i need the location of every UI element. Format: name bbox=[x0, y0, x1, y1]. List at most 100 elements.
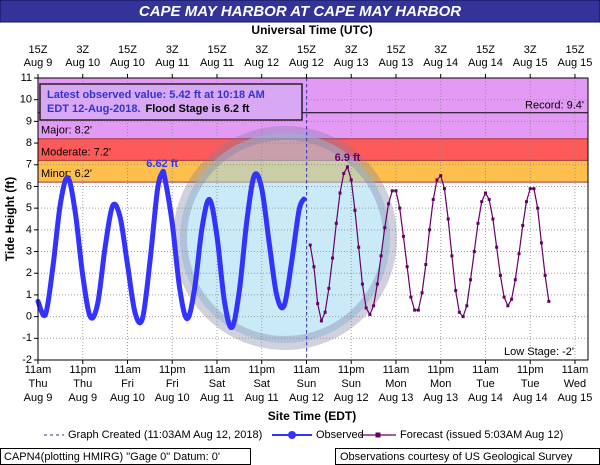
title-bar bbox=[0, 0, 600, 23]
x-tick-label: Aug 14 bbox=[468, 392, 503, 404]
forecast-point bbox=[308, 243, 312, 247]
x-tick-label: Fri bbox=[121, 378, 134, 390]
y-tick-label: 7 bbox=[26, 159, 32, 171]
record-label: Record: 9.4' bbox=[525, 100, 584, 112]
forecast-point bbox=[331, 256, 335, 260]
forecast-point bbox=[409, 295, 413, 299]
top-tick-label: 3Z bbox=[76, 44, 89, 56]
top-tick-label: 15Z bbox=[565, 44, 584, 56]
forecast-point bbox=[472, 250, 476, 254]
y-tick-label: 10 bbox=[20, 94, 32, 106]
forecast-point bbox=[439, 174, 443, 178]
forecast-point bbox=[387, 202, 391, 206]
observed-line bbox=[35, 168, 307, 330]
forecast-point bbox=[435, 178, 439, 182]
legend-forecast-point bbox=[375, 432, 381, 438]
x-tick-label: Tue bbox=[521, 378, 540, 390]
forecast-point bbox=[379, 254, 383, 258]
y-tick-label: 0 bbox=[26, 311, 32, 323]
top-tick-label: 3Z bbox=[434, 44, 447, 56]
forecast-point bbox=[480, 200, 484, 204]
x-tick-label: Fri bbox=[166, 378, 179, 390]
forecast-point bbox=[420, 291, 424, 295]
info-text: Latest observed value: 5.42 ft at 10:18 … bbox=[47, 89, 265, 101]
x-tick-label: Aug 13 bbox=[379, 392, 414, 404]
legend-label: Graph Created (11:03AM Aug 12, 2018) bbox=[68, 429, 262, 441]
forecast-point bbox=[327, 286, 331, 290]
top-tick-label: Aug 11 bbox=[200, 57, 234, 69]
forecast-point bbox=[547, 299, 551, 303]
x-tick-label: Sat bbox=[209, 378, 226, 390]
forecast-point bbox=[446, 217, 450, 221]
forecast-point bbox=[375, 282, 379, 286]
flood-label: Moderate: 7.2' bbox=[41, 146, 111, 158]
x-tick-label: Aug 9 bbox=[24, 392, 53, 404]
top-tick-label: Aug 14 bbox=[468, 57, 503, 69]
y-tick-label: 8 bbox=[26, 137, 32, 149]
forecast-point bbox=[483, 191, 487, 195]
legend-observed-dot bbox=[288, 431, 296, 439]
legend-label: Forecast (issued 5:03AM Aug 12) bbox=[400, 429, 563, 441]
top-tick-label: 15Z bbox=[297, 44, 316, 56]
forecast-point bbox=[469, 278, 473, 282]
forecast-point bbox=[349, 178, 353, 182]
x-tick-label: 11pm bbox=[338, 364, 365, 376]
x-axis-label: Site Time (EDT) bbox=[268, 409, 356, 423]
x-tick-label: Sun bbox=[297, 378, 317, 390]
forecast-point bbox=[476, 221, 480, 225]
forecast-point bbox=[510, 297, 514, 301]
forecast-point bbox=[390, 189, 394, 193]
forecast-point bbox=[383, 226, 387, 230]
top-tick-label: Aug 14 bbox=[423, 57, 458, 69]
low-stage-label: Low Stage: -2' bbox=[504, 346, 574, 358]
footer-right: Observations courtesy of US Geological S… bbox=[340, 451, 573, 463]
top-tick-label: Aug 11 bbox=[155, 57, 189, 69]
x-tick-label: Aug 9 bbox=[68, 392, 97, 404]
forecast-point bbox=[457, 310, 461, 314]
x-tick-label: 11pm bbox=[69, 364, 96, 376]
y-axis-label: Tide Height (ft) bbox=[3, 177, 17, 261]
flood-label: Major: 8.2' bbox=[41, 125, 92, 137]
x-tick-label: Aug 14 bbox=[513, 392, 548, 404]
top-tick-label: 3Z bbox=[524, 44, 537, 56]
x-tick-label: 11am bbox=[204, 364, 231, 376]
top-tick-label: 3Z bbox=[255, 44, 268, 56]
forecast-point bbox=[405, 265, 409, 269]
forecast-point bbox=[524, 200, 528, 204]
x-tick-label: 11am bbox=[293, 364, 320, 376]
x-tick-label: 11pm bbox=[517, 364, 544, 376]
x-tick-label: Sat bbox=[253, 378, 270, 390]
forecast-point bbox=[401, 234, 405, 238]
forecast-point bbox=[465, 304, 469, 308]
x-tick-label: 11am bbox=[472, 364, 499, 376]
top-tick-label: 3Z bbox=[166, 44, 179, 56]
forecast-point bbox=[316, 302, 320, 306]
forecast-point bbox=[424, 263, 428, 267]
top-tick-label: Aug 12 bbox=[244, 57, 279, 69]
forecast-point bbox=[502, 295, 506, 299]
forecast-point bbox=[521, 224, 525, 228]
forecast-point bbox=[319, 319, 323, 323]
forecast-point bbox=[413, 308, 417, 312]
x-tick-label: Tue bbox=[476, 378, 495, 390]
x-tick-label: Wed bbox=[564, 378, 586, 390]
info-text: Flood Stage is 6.2 ft bbox=[146, 103, 250, 115]
plot-frame bbox=[37, 77, 589, 361]
top-tick-label: Aug 10 bbox=[65, 57, 100, 69]
x-tick-label: Mon bbox=[385, 378, 406, 390]
top-tick-label: 15Z bbox=[386, 44, 405, 56]
info-text: EDT 12-Aug-2018. bbox=[47, 103, 141, 115]
forecast-point bbox=[360, 282, 364, 286]
y-tick-label: 5 bbox=[26, 202, 32, 214]
x-tick-label: 11am bbox=[562, 364, 589, 376]
top-axis-label: Universal Time (UTC) bbox=[251, 23, 372, 37]
x-tick-label: 11pm bbox=[248, 364, 275, 376]
top-tick-label: Aug 13 bbox=[379, 57, 414, 69]
legend-label: Observed bbox=[316, 429, 364, 441]
y-tick-label: 6 bbox=[26, 180, 32, 192]
x-tick-label: Aug 10 bbox=[155, 392, 190, 404]
top-tick-label: 15Z bbox=[29, 44, 48, 56]
forecast-point bbox=[498, 273, 502, 277]
forecast-point bbox=[398, 206, 402, 210]
forecast-point bbox=[312, 265, 316, 269]
